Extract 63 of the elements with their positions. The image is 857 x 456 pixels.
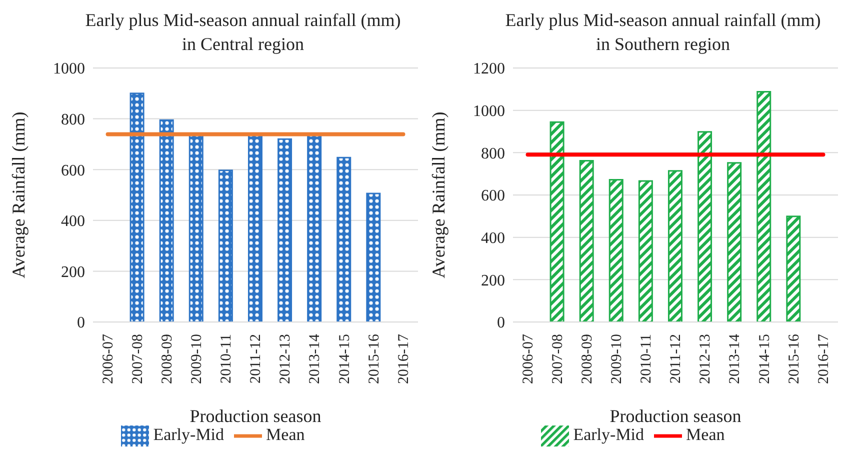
x-axis-title: Production season [190,406,322,426]
bar [727,162,742,322]
chart-title: Early plus Mid-season annual rainfall (mm) in Central region [84,9,402,56]
y-tick-label: 1200 [473,60,505,78]
bar [756,90,772,322]
x-tick-label: 2010-11 [218,334,235,384]
bar [248,134,262,322]
legend-label: Mean [686,424,725,444]
x-tick-label: 2014-15 [336,334,353,384]
y-tick-label: 800 [481,145,505,162]
bar [188,134,204,322]
y-tick-label: 0 [77,314,85,332]
bar [336,156,352,322]
x-tick-label: 2008-09 [160,334,176,384]
chart-title: Early plus Mid-season annual rainfall (mm) in Southern region [504,9,822,56]
x-tick-label: 2016-17 [396,334,412,384]
y-tick-label: 200 [481,272,505,290]
bar [786,216,801,322]
x-axis-title: Production season [610,406,742,426]
y-tick-label: 600 [481,188,505,205]
bar [278,138,292,322]
x-tick-label: 2010-11 [638,334,655,384]
x-tick-label: 2013-14 [727,334,744,384]
x-tick-label: 2006-07 [100,334,116,384]
y-axis-title: Average Rainfall (mm) [8,112,28,278]
y-tick-label: 400 [61,213,85,230]
bar [307,134,322,322]
x-tick-label: 2009-10 [609,334,626,384]
bar [550,121,564,322]
y-tick-label: 400 [481,230,505,248]
y-tick-label: 800 [61,111,85,128]
x-tick-label: 2013-14 [307,334,324,384]
x-tick-label: 2014-15 [756,334,773,384]
bar [159,119,174,322]
bar [218,170,233,322]
x-tick-label: 2011-12 [248,334,264,384]
x-tick-label: 2009-10 [189,334,206,384]
bar [579,160,594,322]
x-tick-label: 2011-12 [668,334,684,384]
x-tick-label: 2007-08 [130,334,146,384]
x-tick-label: 2012-13 [278,334,294,384]
x-tick-label: 2015-16 [366,334,382,384]
y-tick-label: 200 [61,264,85,281]
bar [698,131,712,322]
y-tick-label: 1000 [473,103,505,120]
x-tick-label: 2008-09 [580,334,596,384]
bar [366,192,381,322]
x-tick-label: 2016-17 [816,334,832,384]
legend-label: Mean [266,424,305,444]
x-tick-label: 2015-16 [786,334,802,384]
legend-label: Early-Mid [153,424,224,444]
y-axis-title: Average Rainfall (mm) [428,112,448,278]
x-tick-label: 2012-13 [698,334,714,384]
bar [668,170,682,322]
legend-label: Early-Mid [573,424,644,444]
bar [638,180,653,322]
y-tick-label: 600 [61,162,85,180]
y-tick-label: 0 [497,314,505,332]
y-tick-label: 1000 [53,60,85,78]
bar [608,179,624,322]
x-tick-label: 2007-08 [550,334,566,384]
bar [130,92,144,322]
x-tick-label: 2006-07 [520,334,536,384]
